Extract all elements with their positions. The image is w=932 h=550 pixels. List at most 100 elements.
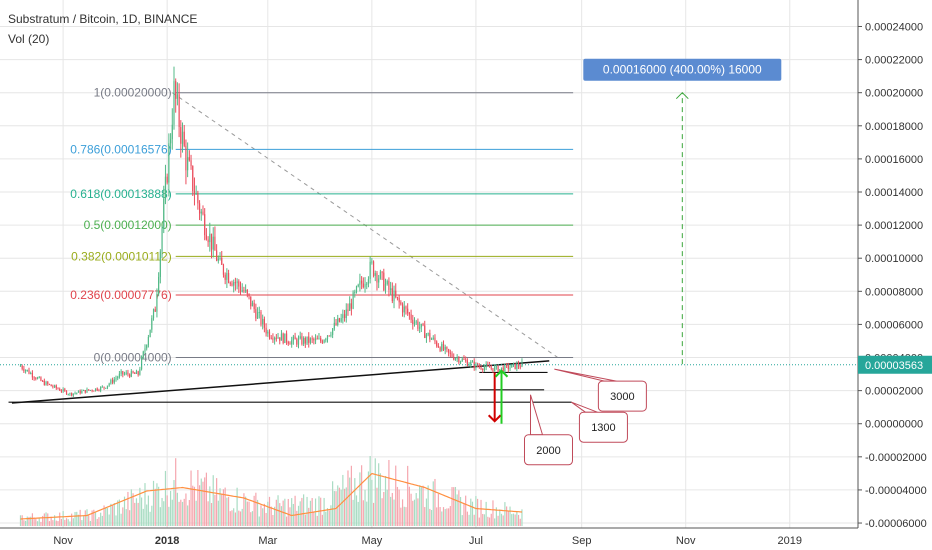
candle-body xyxy=(96,388,98,391)
volume-bar xyxy=(413,499,416,526)
volume-bar xyxy=(125,509,127,526)
volume-bar xyxy=(378,463,380,526)
volume-bar xyxy=(308,507,310,526)
candle-body xyxy=(113,379,115,383)
candle-body xyxy=(50,384,52,387)
volume-bar xyxy=(488,517,491,526)
volume-bar xyxy=(463,503,465,526)
candle-body xyxy=(335,322,337,325)
fib-level-label: 0.382(0.00010112) xyxy=(71,249,172,263)
candle-body xyxy=(466,360,468,366)
volume-bar xyxy=(113,503,115,526)
candle-body xyxy=(499,369,501,372)
volume-bar xyxy=(256,499,259,526)
volume-bar xyxy=(390,496,392,526)
candle-body xyxy=(483,367,486,371)
volume-bar xyxy=(321,514,323,526)
candle-body xyxy=(251,302,254,307)
candle-body xyxy=(372,261,375,276)
volume-bar xyxy=(137,502,139,526)
volume-bar xyxy=(461,515,463,526)
volume-bar xyxy=(279,503,281,526)
candle-body xyxy=(86,389,88,393)
candle-body xyxy=(180,127,182,144)
volume-bar xyxy=(487,516,489,526)
candle-body xyxy=(386,280,388,285)
volume-bar xyxy=(301,497,303,526)
candle-body xyxy=(82,389,85,391)
volume-bar xyxy=(270,506,272,526)
volume-bar xyxy=(144,483,146,526)
candle-body xyxy=(198,203,201,214)
volume-bar xyxy=(57,521,59,526)
volume-bar xyxy=(258,516,260,526)
volume-bar xyxy=(320,497,322,526)
candle-body xyxy=(140,357,143,370)
volume-bar xyxy=(444,509,446,526)
candle-body xyxy=(367,278,370,284)
volume-bar xyxy=(154,488,156,526)
candle-body xyxy=(192,166,194,192)
volume-bar xyxy=(60,518,63,526)
candle-body xyxy=(424,325,426,338)
candle-body xyxy=(328,335,330,337)
volume-bar xyxy=(234,512,236,526)
candle-body xyxy=(21,365,23,369)
candle-body xyxy=(69,393,71,395)
volume-bar xyxy=(207,501,209,526)
volume-bar xyxy=(272,514,274,526)
volume-bar xyxy=(268,496,271,526)
candle-body xyxy=(401,304,404,313)
volume-bar xyxy=(449,506,451,526)
measure-label-box xyxy=(583,58,782,81)
candle-body xyxy=(144,348,146,352)
candle-body xyxy=(81,390,83,394)
volume-bar xyxy=(134,502,136,526)
volume-bar xyxy=(118,499,121,526)
candle-body xyxy=(52,386,54,388)
volume-bar xyxy=(316,515,318,526)
candle-body xyxy=(391,288,393,302)
last-price-badge xyxy=(858,355,932,374)
volume-bar xyxy=(76,511,78,526)
candle-body xyxy=(234,282,236,284)
candle-body xyxy=(279,337,281,341)
volume-bar xyxy=(280,506,283,526)
candle-body xyxy=(471,361,474,363)
volume-bar xyxy=(294,495,296,526)
candle-body xyxy=(410,314,412,320)
candle-body xyxy=(88,389,90,391)
candle-body xyxy=(345,309,347,319)
candle-body xyxy=(100,386,102,391)
volume-bar xyxy=(425,498,428,526)
candle-body xyxy=(453,356,455,360)
volume-bar xyxy=(262,508,264,526)
last-price-label: 0.00003563 xyxy=(865,360,923,372)
volume-bar xyxy=(163,501,165,526)
price-tick-label: -0.00004000 xyxy=(865,485,927,497)
volume-bar xyxy=(427,485,429,526)
volume-bar xyxy=(217,500,219,526)
annotations: 0.00016000 (400.00%) 16000 3000 2000 1300 xyxy=(0,58,858,466)
candlesticks xyxy=(19,66,523,398)
candle-body xyxy=(42,380,44,382)
volume-indicator-label[interactable]: Vol (20) xyxy=(8,32,50,46)
volume-bar xyxy=(231,510,233,526)
candle-body xyxy=(485,364,487,368)
volume-bar xyxy=(209,486,211,526)
candle-body xyxy=(284,333,286,343)
volume-bar xyxy=(470,498,472,526)
volume-bar xyxy=(296,510,298,526)
candle-body xyxy=(110,379,112,384)
volume-bar xyxy=(71,513,73,526)
volume-bar xyxy=(347,470,349,526)
candle-body xyxy=(250,296,252,307)
candle-body xyxy=(323,340,325,343)
volume-bar xyxy=(475,496,477,526)
volume-bar xyxy=(216,478,218,526)
candle-body xyxy=(393,290,395,302)
volume-bar xyxy=(161,497,163,526)
volume-bar xyxy=(420,487,422,526)
candle-body xyxy=(123,373,126,375)
